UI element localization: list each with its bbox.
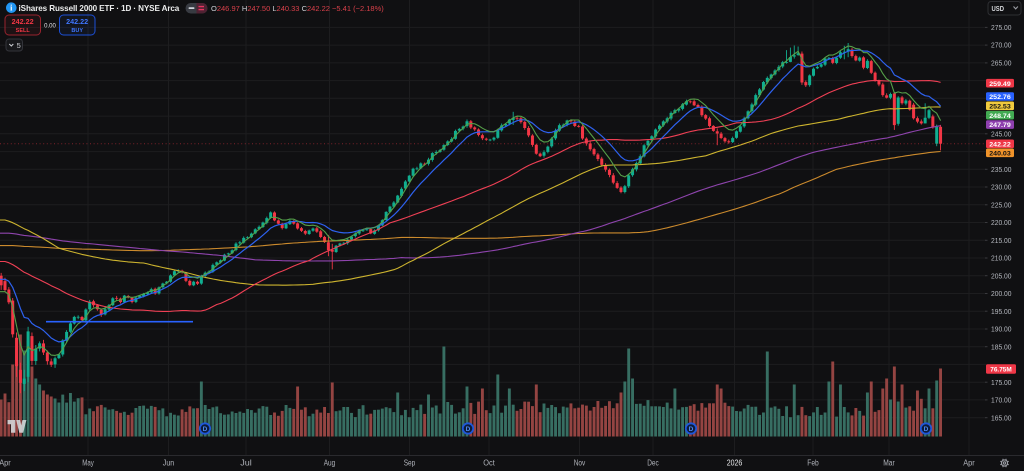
svg-text:O246.97 H247.50 L240.33 C242.2: O246.97 H247.50 L240.33 C242.22 −5.41 (−… bbox=[211, 4, 384, 13]
svg-text:190.00: 190.00 bbox=[991, 325, 1012, 334]
svg-text:230.00: 230.00 bbox=[991, 183, 1012, 192]
svg-text:242.22: 242.22 bbox=[989, 141, 1011, 148]
svg-text:225.00: 225.00 bbox=[991, 200, 1012, 209]
svg-text:235.00: 235.00 bbox=[991, 165, 1012, 174]
svg-text:Nov: Nov bbox=[574, 459, 586, 468]
svg-text:220.00: 220.00 bbox=[991, 218, 1012, 227]
svg-text:252.53: 252.53 bbox=[989, 103, 1011, 110]
svg-text:Jul: Jul bbox=[240, 459, 252, 468]
svg-text:Feb: Feb bbox=[807, 459, 819, 468]
svg-text:205.00: 205.00 bbox=[991, 271, 1012, 280]
svg-text:May: May bbox=[82, 459, 94, 468]
svg-text:Mar: Mar bbox=[883, 459, 895, 468]
svg-text:185.00: 185.00 bbox=[991, 342, 1012, 351]
svg-text:D: D bbox=[203, 426, 208, 433]
svg-text:165.00: 165.00 bbox=[991, 413, 1012, 422]
svg-text:Apr: Apr bbox=[0, 459, 11, 468]
svg-text:5: 5 bbox=[17, 41, 21, 50]
svg-text:D: D bbox=[924, 426, 929, 433]
svg-text:i: i bbox=[10, 4, 13, 13]
svg-text:Jun: Jun bbox=[163, 459, 175, 468]
svg-text:242.22: 242.22 bbox=[66, 19, 88, 26]
svg-text:D: D bbox=[689, 426, 694, 433]
svg-text:Apr: Apr bbox=[963, 459, 975, 468]
svg-text:iShares Russell 2000 ETF · 1D: iShares Russell 2000 ETF · 1D · NYSE Arc… bbox=[19, 4, 180, 13]
svg-text:275.00: 275.00 bbox=[991, 23, 1012, 32]
svg-text:170.00: 170.00 bbox=[991, 396, 1012, 405]
svg-text:USD: USD bbox=[992, 4, 1005, 13]
svg-text:195.00: 195.00 bbox=[991, 307, 1012, 316]
svg-text:240.03: 240.03 bbox=[989, 150, 1011, 157]
svg-text:210.00: 210.00 bbox=[991, 254, 1012, 263]
svg-text:175.00: 175.00 bbox=[991, 378, 1012, 387]
svg-text:215.00: 215.00 bbox=[991, 236, 1012, 245]
svg-text:D: D bbox=[466, 426, 471, 433]
svg-text:252.76: 252.76 bbox=[989, 94, 1011, 101]
svg-text:76.75M: 76.75M bbox=[990, 367, 1012, 374]
svg-text:247.79: 247.79 bbox=[989, 122, 1011, 129]
svg-text:Dec: Dec bbox=[647, 459, 659, 468]
svg-text:Aug: Aug bbox=[324, 459, 336, 468]
svg-text:270.00: 270.00 bbox=[991, 41, 1012, 50]
svg-text:242.22: 242.22 bbox=[12, 19, 34, 26]
svg-text:Sep: Sep bbox=[404, 459, 416, 468]
svg-text:2026: 2026 bbox=[727, 459, 743, 468]
svg-text:0.00: 0.00 bbox=[44, 24, 56, 30]
svg-text:Oct: Oct bbox=[483, 459, 495, 468]
svg-text:248.74: 248.74 bbox=[989, 113, 1011, 120]
svg-text:265.00: 265.00 bbox=[991, 59, 1012, 68]
svg-text:200.00: 200.00 bbox=[991, 289, 1012, 298]
svg-text:BUY: BUY bbox=[71, 28, 83, 34]
svg-text:245.00: 245.00 bbox=[991, 129, 1012, 138]
svg-text:259.49: 259.49 bbox=[989, 81, 1011, 88]
svg-text:SELL: SELL bbox=[16, 28, 31, 34]
